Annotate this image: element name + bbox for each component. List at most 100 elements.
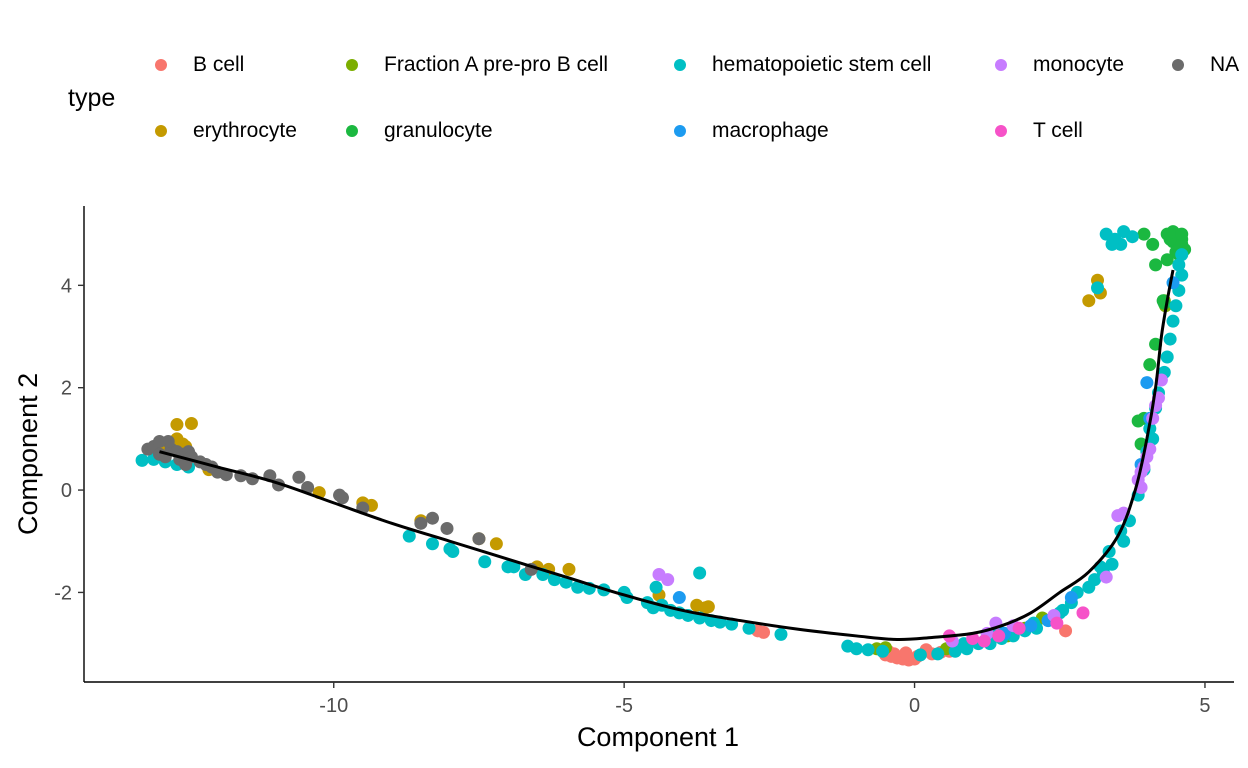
data-point [1050,616,1064,630]
data-point [1105,557,1119,571]
legend-key-dot [346,59,358,71]
legend-item-label: monocyte [1033,53,1125,76]
data-point [672,591,686,605]
data-point [992,629,1006,643]
legend-item-label: B cell [193,53,245,76]
legend-key-dot [1172,59,1184,71]
data-point [774,627,788,641]
legend-item-label: erythrocyte [193,119,297,142]
y-tick-label: -2 [54,582,72,604]
data-point [1125,230,1139,244]
legend-item: hematopoietic stem cell [674,50,931,80]
y-tick-label: 2 [61,378,72,400]
legend-item: Fraction A pre-pro B cell [346,50,608,80]
legend-item: erythrocyte [155,116,297,146]
data-point [1059,624,1073,638]
data-point [489,537,503,551]
data-point [507,560,521,574]
data-point [472,532,486,546]
legend-item: NA [1172,50,1239,80]
data-point [876,644,890,658]
points-layer [135,225,1192,667]
data-point [335,491,349,505]
data-point [1131,414,1145,428]
data-point [693,566,707,580]
legend-item-label: granulocyte [384,119,493,142]
data-point [1149,258,1163,272]
data-point [446,544,460,558]
data-point [1160,350,1174,364]
legend-key-dot [995,59,1007,71]
data-point [661,573,675,587]
series-monocyte [652,373,1168,648]
data-point [425,511,439,525]
data-point [1175,248,1189,262]
data-point [153,434,167,448]
x-tick-label: -5 [615,695,633,717]
legend-item-label: NA [1210,53,1240,76]
data-point [1166,314,1180,328]
data-point [1105,237,1119,251]
data-point [849,642,863,656]
data-point [179,457,193,471]
legend-item: macrophage [674,116,829,146]
data-point [1146,432,1160,446]
data-point [913,648,927,662]
data-point [292,470,306,484]
data-point [1091,281,1105,295]
data-point [701,600,715,614]
y-axis-ticks: -2 0 2 4 [54,275,84,604]
data-point [1163,332,1177,346]
x-tick-label: 5 [1199,695,1210,717]
legend-item: granulocyte [346,116,493,146]
data-point [649,580,663,594]
data-point [1082,294,1096,308]
data-point [1117,534,1131,548]
legend-title: type [68,84,116,112]
data-point [757,625,771,639]
data-point [414,516,428,530]
data-point [547,573,561,587]
data-point [1088,573,1102,587]
data-point [440,521,454,535]
data-point [571,580,585,594]
legend-key-dot [995,125,1007,137]
data-point [1160,253,1174,267]
data-point [1076,606,1090,620]
data-point [425,537,439,551]
legend-key-dot [674,125,686,137]
data-point [1140,376,1154,390]
data-point [1064,591,1078,605]
data-point [1146,237,1160,251]
legend-item-label: hematopoietic stem cell [712,53,932,76]
data-point [1024,619,1038,633]
legend-item-label: Fraction A pre-pro B cell [384,53,609,76]
legend-key-dot [155,59,167,71]
data-point [1137,227,1151,241]
legend-key-dot [674,59,686,71]
data-point [402,529,416,543]
data-point [1175,227,1189,241]
x-tick-label: -10 [319,695,348,717]
x-axis-title: Component 1 [576,722,740,752]
legend-item-label: T cell [1033,119,1083,142]
data-point [948,644,962,658]
data-point [977,634,991,648]
data-point [478,555,492,569]
legend-key-dot [346,125,358,137]
data-point [861,643,875,657]
y-tick-label: 0 [61,480,72,502]
data-point [562,562,576,576]
x-tick-label: 0 [909,695,920,717]
trajectory-line [159,269,1175,642]
data-point [1169,299,1183,313]
data-point [1143,358,1157,372]
data-point [170,418,184,432]
legend-item: B cell [155,50,244,80]
series-erythrocyte [153,273,1107,615]
data-point [1099,570,1113,584]
legend-key-dot [155,125,167,137]
x-axis-ticks: -10 -5 0 5 [319,682,1211,717]
legend-item: T cell [995,116,1083,146]
